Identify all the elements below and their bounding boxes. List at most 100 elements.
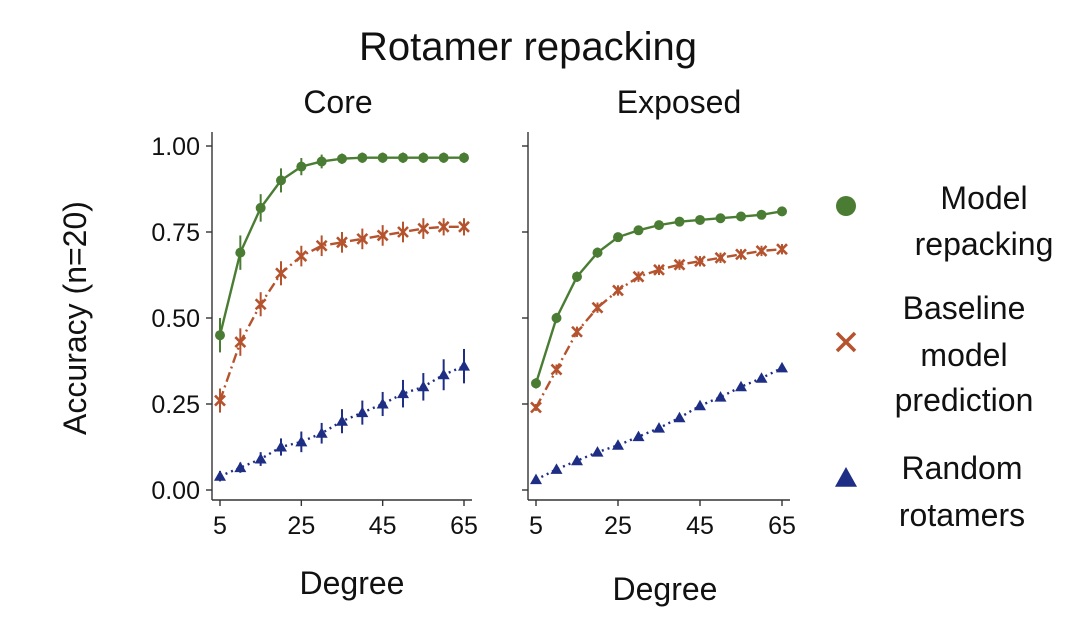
data-point-baseline bbox=[714, 251, 727, 264]
data-point-random bbox=[550, 463, 563, 474]
data-point-model bbox=[215, 330, 225, 341]
data-point-baseline-b bbox=[458, 220, 470, 233]
panel-title-core: Core bbox=[303, 84, 372, 120]
data-point-baseline bbox=[755, 245, 768, 257]
chart-title: Rotamer repacking bbox=[359, 25, 697, 69]
data-point-model bbox=[572, 271, 582, 282]
data-point-baseline bbox=[336, 236, 348, 249]
x-tick-label: 5 bbox=[529, 512, 543, 540]
data-point-baseline bbox=[254, 298, 267, 311]
legend-item-model: Model repacking bbox=[836, 180, 1053, 262]
series-line-model bbox=[534, 210, 783, 384]
data-point-random bbox=[776, 361, 788, 373]
data-point-model bbox=[377, 152, 388, 163]
data-point-random bbox=[275, 441, 287, 452]
data-point-random bbox=[356, 406, 369, 418]
data-point-baseline bbox=[417, 222, 430, 235]
x-tick-label: 45 bbox=[686, 512, 714, 540]
data-point-baseline-b bbox=[550, 363, 563, 376]
data-point-random bbox=[530, 473, 542, 485]
data-point-baseline bbox=[571, 325, 583, 338]
data-point-random bbox=[417, 380, 430, 392]
data-point-baseline-b bbox=[336, 236, 348, 249]
data-point-random bbox=[315, 427, 328, 438]
data-point-model bbox=[777, 206, 787, 217]
data-point-baseline bbox=[591, 301, 604, 314]
legend-marker-model bbox=[836, 196, 856, 216]
data-point-baseline bbox=[530, 401, 542, 414]
data-point-baseline bbox=[437, 220, 450, 233]
x-tick-label: 25 bbox=[287, 512, 315, 540]
data-point-baseline bbox=[632, 270, 645, 283]
data-point-model bbox=[736, 211, 746, 222]
x-axis-label-exposed: Degree bbox=[613, 571, 718, 607]
series-line-baseline bbox=[218, 225, 464, 401]
data-point-baseline-b bbox=[356, 232, 369, 245]
series-random bbox=[214, 348, 470, 482]
data-point-model bbox=[398, 152, 408, 163]
data-point-baseline-b bbox=[632, 270, 645, 283]
series-model bbox=[215, 152, 469, 353]
data-point-random bbox=[295, 435, 308, 447]
y-tick-label: 0.75 bbox=[151, 219, 200, 247]
y-axis-label: Accuracy (n=20) bbox=[57, 201, 93, 435]
x-tick-label: 45 bbox=[369, 512, 397, 540]
data-point-baseline bbox=[735, 248, 747, 261]
data-point-random bbox=[653, 422, 665, 433]
data-point-random bbox=[234, 461, 247, 473]
data-point-baseline bbox=[315, 239, 328, 252]
legend-label-baseline: prediction bbox=[895, 382, 1034, 418]
data-point-model bbox=[357, 152, 368, 163]
data-point-model bbox=[674, 216, 685, 227]
legend-label-random: rotamers bbox=[899, 497, 1025, 533]
panel-title-exposed: Exposed bbox=[617, 84, 742, 120]
x-tick-label: 5 bbox=[213, 512, 227, 540]
data-point-model bbox=[276, 175, 286, 186]
series-random bbox=[530, 361, 788, 485]
data-point-model bbox=[235, 247, 246, 258]
data-point-model bbox=[459, 152, 469, 163]
data-point-random bbox=[714, 391, 727, 402]
data-point-random bbox=[735, 380, 747, 392]
series-baseline bbox=[214, 218, 470, 413]
data-point-baseline-b bbox=[315, 239, 328, 252]
data-point-baseline-b bbox=[530, 401, 542, 414]
data-point-random bbox=[254, 453, 267, 464]
legend-marker-random bbox=[835, 467, 857, 487]
legend-item-random: Random rotamers bbox=[835, 450, 1025, 533]
data-point-baseline bbox=[214, 394, 226, 407]
data-point-random bbox=[632, 430, 645, 442]
data-point-baseline-b bbox=[776, 243, 788, 256]
data-point-random bbox=[673, 411, 686, 423]
data-point-baseline bbox=[653, 263, 665, 276]
legend-marker-baseline bbox=[835, 331, 857, 353]
data-point-model bbox=[551, 313, 562, 323]
data-point-model bbox=[592, 247, 603, 258]
data-point-random bbox=[336, 415, 348, 426]
y-tick-label: 0.25 bbox=[151, 391, 200, 419]
series-baseline bbox=[530, 243, 788, 414]
data-point-baseline-b bbox=[437, 220, 450, 233]
x-tick-label: 65 bbox=[768, 512, 796, 540]
legend-marker-stroke bbox=[835, 331, 857, 353]
data-point-baseline-b bbox=[234, 336, 247, 348]
data-point-baseline bbox=[776, 243, 788, 256]
data-point-baseline bbox=[458, 220, 470, 233]
data-point-baseline bbox=[612, 284, 624, 297]
data-point-model bbox=[654, 220, 664, 231]
y-tick-label: 1.00 bbox=[151, 133, 200, 161]
legend-label-model: repacking bbox=[915, 226, 1054, 262]
data-point-model bbox=[316, 156, 327, 167]
data-point-baseline-b bbox=[295, 250, 308, 262]
data-point-baseline-b bbox=[735, 248, 747, 261]
data-point-baseline bbox=[397, 226, 409, 238]
y-tick-label: 0.50 bbox=[151, 305, 200, 333]
data-point-baseline-b bbox=[397, 226, 409, 238]
data-point-model bbox=[438, 152, 449, 163]
data-point-baseline-b bbox=[214, 394, 226, 407]
data-point-model bbox=[756, 209, 767, 220]
data-point-baseline-b bbox=[612, 284, 624, 297]
panel-exposed: Exposed Degree 5 25 45 65 bbox=[522, 84, 796, 607]
legend-label-model: Model bbox=[940, 180, 1027, 216]
data-point-baseline bbox=[356, 232, 369, 245]
